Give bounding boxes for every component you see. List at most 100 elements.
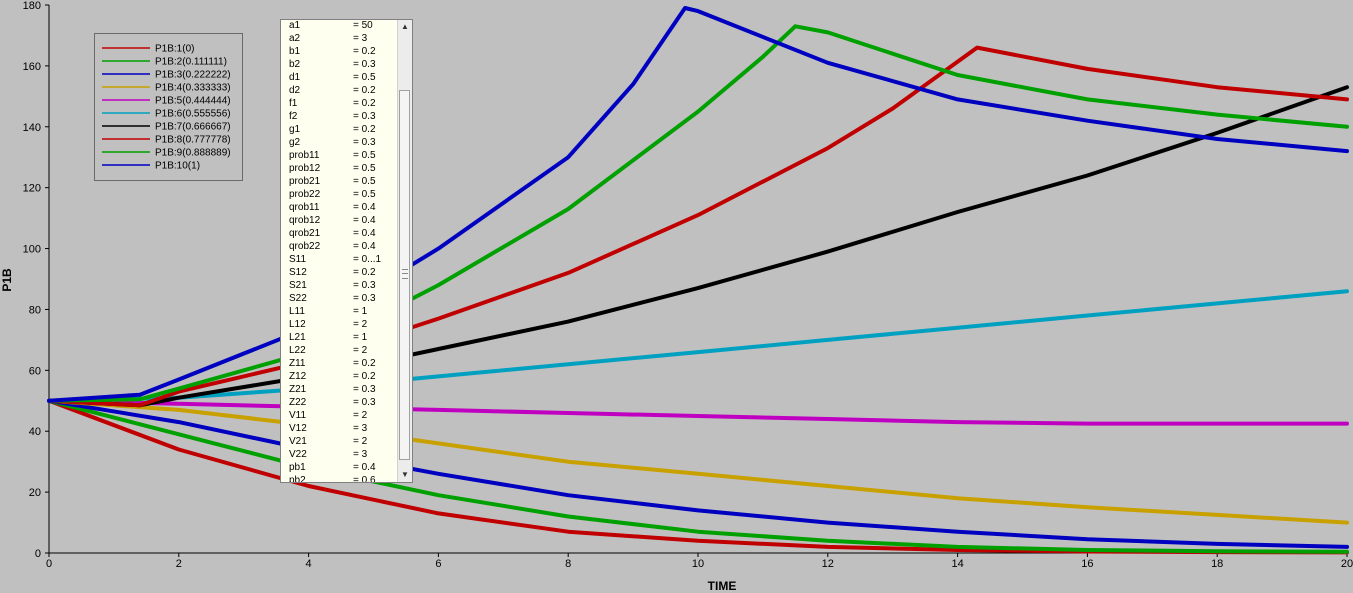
parameter-value: = 0.5 [353,176,376,187]
parameter-name: b2 [289,59,301,70]
parameter-name: qrob21 [289,228,321,239]
parameter-name: S21 [289,280,307,291]
parameter-row: S12 = 0.2 [289,266,401,279]
parameter-scrollbar[interactable]: ▲ ▼ [397,20,412,482]
parameter-value: = 0.4 [353,202,376,213]
parameter-row: L11 = 1 [289,305,401,318]
parameter-name: pb2 [289,475,306,483]
parameter-row: pb2 = 0.6 [289,474,401,483]
series-layer [47,6,1349,555]
parameter-name: Z12 [289,371,307,382]
parameter-row: f2 = 0.3 [289,110,401,123]
legend: P1B:1(0) P1B:2(0.111111) P1B:3(0.222222) P1… [94,33,243,181]
parameter-row: L12 = 2 [289,318,401,331]
parameter-name: S12 [289,267,307,278]
parameter-row: prob11 = 0.5 [289,149,401,162]
parameter-value: = 0.5 [353,163,376,174]
parameter-row: qrob12 = 0.4 [289,214,401,227]
parameter-value: = 50 [353,20,373,31]
parameter-row: prob12 = 0.5 [289,162,401,175]
x-tick-label: 6 [435,558,441,570]
y-tick-label: 180 [23,0,41,12]
parameter-row: pb1 = 0.4 [289,461,401,474]
series-line-5 [47,398,1349,426]
series-line-4 [47,398,1349,525]
parameter-name: V22 [289,449,307,460]
parameter-row: d1 = 0.5 [289,71,401,84]
parameter-value: = 0.2 [353,371,376,382]
parameter-value: = 2 [353,436,368,447]
x-tick-label: 20 [1341,558,1353,570]
y-tick-label: 160 [23,61,41,73]
parameter-row: S11 = 0...1 [289,253,401,266]
legend-label: P1B:8(0.777778) [155,135,231,146]
parameter-value: = 0.2 [353,98,376,109]
parameter-name: b1 [289,46,301,57]
parameter-row: Z12 = 0.2 [289,370,401,383]
parameter-name: L21 [289,332,306,343]
parameter-name: Z11 [289,358,306,369]
parameter-row: S21 = 0.3 [289,279,401,292]
legend-label: P1B:2(0.111111) [155,57,227,68]
parameter-row: L21 = 1 [289,331,401,344]
parameter-row: g1 = 0.2 [289,123,401,136]
parameter-name: prob12 [289,163,321,174]
series-line-9 [47,24,1349,403]
grip-icon [402,269,408,279]
parameter-panel[interactable]: a1 = 50 a2 = 3 b1 = 0.2 b2 = 0.3 d1 = 0.5 d2 = 0.2 f… [280,19,413,483]
parameter-row: V21 = 2 [289,435,401,448]
parameter-row: S22 = 0.3 [289,292,401,305]
y-tick-label: 20 [29,487,41,499]
parameter-name: V12 [289,423,307,434]
parameter-list: a1 = 50 a2 = 3 b1 = 0.2 b2 = 0.3 d1 = 0.5 d2 = 0.2 f… [289,20,401,483]
x-tick-label: 0 [46,558,52,570]
x-tick-label: 16 [1081,558,1093,570]
parameter-value: = 0.4 [353,241,376,252]
parameter-value: = 2 [353,345,368,356]
parameter-value: = 0.2 [353,85,376,96]
parameter-value: = 0.4 [353,215,376,226]
parameter-row: L22 = 2 [289,344,401,357]
parameter-name: V11 [289,410,307,421]
parameter-name: d2 [289,85,301,96]
scrollbar-thumb[interactable] [399,90,410,460]
y-tick-label: 80 [29,304,41,316]
series-line-8 [47,45,1349,408]
chevron-down-icon[interactable]: ▼ [401,470,409,479]
parameter-value: = 0.3 [353,137,376,148]
legend-label: P1B:1(0) [155,44,194,55]
parameter-name: prob21 [289,176,321,187]
parameter-name: prob22 [289,189,321,200]
y-tick-label: 140 [23,122,41,134]
parameter-name: Z22 [289,397,307,408]
parameter-name: L12 [289,319,306,330]
parameter-value: = 0...1 [353,254,382,265]
parameter-name: qrob22 [289,241,321,252]
parameter-value: = 0.3 [353,384,376,395]
x-axis-title: TIME [708,579,737,593]
parameter-name: f1 [289,98,298,109]
chevron-up-icon[interactable]: ▲ [401,22,409,31]
parameter-row: Z22 = 0.3 [289,396,401,409]
parameter-value: = 0.2 [353,124,376,135]
parameter-value: = 0.3 [353,59,376,70]
parameter-value: = 3 [353,449,368,460]
parameter-name: a2 [289,33,301,44]
parameter-row: qrob11 = 0.4 [289,201,401,214]
parameter-row: b1 = 0.2 [289,45,401,58]
legend-label: P1B:9(0.888889) [155,148,231,159]
x-tick-label: 4 [306,558,312,570]
x-tick-label: 12 [822,558,834,570]
parameter-row: V12 = 3 [289,422,401,435]
x-tick-label: 18 [1211,558,1223,570]
parameter-value: = 0.5 [353,72,376,83]
parameter-row: b2 = 0.3 [289,58,401,71]
legend-label: P1B:3(0.222222) [155,70,231,81]
legend-label: P1B:7(0.666667) [155,122,231,133]
series-line-6 [47,289,1349,403]
parameter-name: L11 [289,306,305,317]
y-tick-label: 120 [23,183,41,195]
series-line-10 [47,6,1349,403]
